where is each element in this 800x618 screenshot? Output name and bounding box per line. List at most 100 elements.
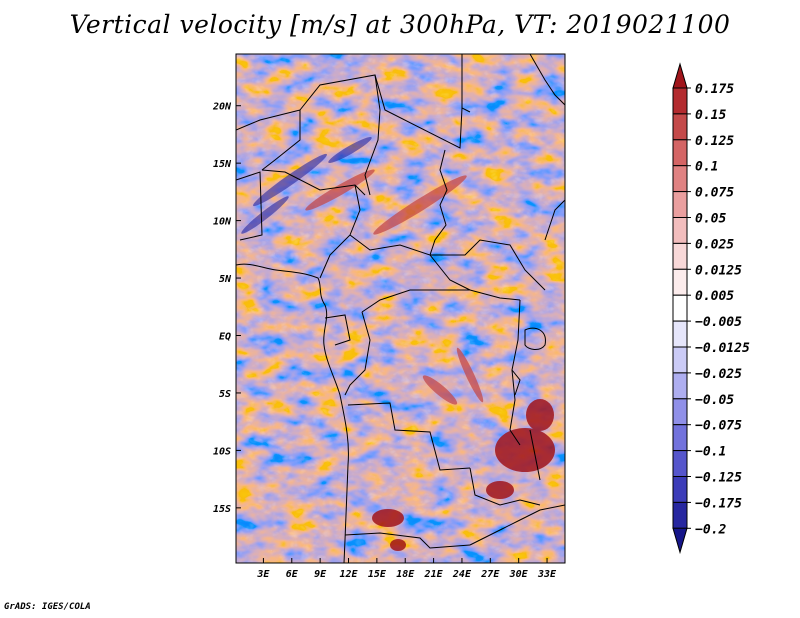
east-african-lakes bbox=[509, 299, 521, 446]
sudan-south-sudan-border bbox=[430, 239, 546, 291]
colorbar-level-label: −0.0125 bbox=[695, 341, 750, 356]
colorbar-level-label: −0.005 bbox=[695, 315, 742, 330]
lon-tick-label: 3E bbox=[256, 569, 270, 580]
updraft-streak bbox=[373, 175, 467, 235]
lat-tick-label: 5S bbox=[219, 389, 231, 400]
downdraft-streak bbox=[253, 153, 327, 207]
lat-tick-label: 10S bbox=[213, 446, 231, 457]
colorbar-swatch bbox=[672, 476, 688, 503]
colorbar-swatch bbox=[672, 346, 688, 374]
colorbar-swatch bbox=[672, 294, 688, 322]
gabon-border bbox=[324, 314, 351, 346]
updraft-features bbox=[305, 169, 484, 405]
mali-niger-border bbox=[236, 109, 301, 171]
zambia-zimbabwe-border bbox=[469, 504, 565, 546]
colorbar-level-label: 0.175 bbox=[695, 82, 734, 97]
lon-tick-label: 6E bbox=[286, 569, 299, 580]
lon-tick-label: 15E bbox=[368, 569, 387, 580]
angola-namibia-border bbox=[344, 532, 471, 549]
lon-tick-label: 9E bbox=[314, 569, 327, 580]
lat-tick-label: 20N bbox=[212, 102, 232, 113]
congo-drc-border bbox=[344, 311, 371, 396]
colorbar-swatch bbox=[672, 113, 688, 141]
colorbar-level-label: −0.025 bbox=[695, 367, 742, 382]
convective-core bbox=[526, 399, 554, 431]
colorbar-level-label: 0.15 bbox=[695, 108, 726, 123]
colorbar-level-label: −0.075 bbox=[695, 419, 742, 434]
colorbar-swatch bbox=[672, 450, 688, 478]
downdraft-streak bbox=[328, 137, 372, 163]
lake-tanganyika bbox=[511, 369, 521, 396]
latitude-axis: 20N 15N 10N 5N EQ 5S 10S 15S bbox=[212, 102, 241, 515]
colorbar-swatch bbox=[672, 165, 688, 193]
colorbar-level-label: −0.1 bbox=[695, 445, 726, 460]
colorbar-level-label: 0.0125 bbox=[695, 263, 742, 278]
convective-core bbox=[372, 509, 404, 527]
grads-credit: GrADS: IGES/COLA bbox=[4, 602, 91, 612]
map-plot-area bbox=[236, 54, 565, 563]
drc-angola-border bbox=[347, 402, 471, 471]
colorbar-level-label: 0.1 bbox=[695, 160, 718, 175]
colorbar: 0.175 0.15 0.125 0.1 0.075 0.05 0.025 0.0125 0.0… bbox=[672, 62, 750, 555]
colorbar-swatch bbox=[672, 217, 688, 244]
colorbar-swatch bbox=[672, 242, 688, 270]
niger-chad-border bbox=[299, 74, 381, 196]
colorbar-swatch bbox=[672, 398, 688, 426]
lat-tick-label: 5N bbox=[219, 274, 232, 285]
colorbar-level-label: 0.05 bbox=[695, 212, 726, 227]
lat-tick-label: 15S bbox=[213, 504, 231, 515]
colorbar-swatch bbox=[672, 424, 688, 452]
colorbar-swatch bbox=[672, 372, 688, 400]
lon-tick-label: 30E bbox=[509, 569, 529, 580]
west-africa-coastline bbox=[236, 263, 349, 563]
libya-chad-border bbox=[374, 74, 463, 149]
colorbar-swatch bbox=[672, 268, 688, 296]
colorbar-swatch bbox=[672, 320, 688, 348]
lon-tick-label: 27E bbox=[480, 569, 500, 580]
colorbar-level-label: −0.05 bbox=[695, 393, 734, 408]
downdraft-features bbox=[241, 137, 372, 234]
lon-tick-label: 24E bbox=[452, 569, 472, 580]
lon-tick-label: 12E bbox=[339, 569, 358, 580]
updraft-streak bbox=[422, 375, 458, 405]
lat-tick-label: 10N bbox=[213, 217, 232, 228]
convective-core bbox=[486, 481, 514, 499]
colorbar-level-label: 0.125 bbox=[695, 134, 734, 149]
colorbar-swatch bbox=[672, 191, 688, 219]
zambia-border bbox=[469, 467, 541, 506]
lake-victoria bbox=[524, 327, 546, 350]
convective-core bbox=[390, 539, 406, 551]
lake-malawi bbox=[529, 429, 541, 481]
colorbar-top-arrow bbox=[672, 62, 688, 89]
colorbar-level-label: −0.175 bbox=[695, 496, 742, 511]
colorbar-level-label: 0.005 bbox=[695, 289, 734, 304]
colorbar-level-label: 0.075 bbox=[695, 186, 734, 201]
political-borders bbox=[236, 54, 565, 563]
downdraft-streak bbox=[241, 196, 289, 234]
drc-north-border bbox=[361, 289, 521, 313]
red-sea-coast bbox=[529, 54, 565, 106]
colorbar-level-label: 0.025 bbox=[695, 237, 734, 252]
lat-tick-label: 15N bbox=[213, 159, 232, 170]
chart-title: Vertical velocity [m/s] at 300hPa, VT: 2… bbox=[69, 10, 731, 39]
convective-cores bbox=[372, 399, 555, 551]
lon-tick-label: 18E bbox=[396, 569, 415, 580]
velocity-field-fine-texture bbox=[236, 54, 565, 563]
colorbar-bottom-arrow bbox=[672, 527, 688, 555]
convective-core bbox=[495, 428, 555, 472]
colorbar-level-label: −0.125 bbox=[695, 471, 742, 486]
longitude-axis: 3E 6E 9E 12E 15E 18E 21E 24E 27E 30E 33E bbox=[256, 558, 557, 580]
lat-tick-label: EQ bbox=[219, 332, 231, 343]
map-frame bbox=[235, 53, 566, 564]
nigeria-niger-border bbox=[261, 169, 366, 196]
colorbar-swatch bbox=[672, 501, 688, 529]
updraft-streak bbox=[305, 169, 375, 211]
lon-tick-label: 21E bbox=[424, 569, 444, 580]
updraft-streak bbox=[456, 347, 484, 403]
chad-sudan-border bbox=[429, 149, 448, 256]
colorbar-swatch bbox=[672, 87, 688, 115]
upper-coastline bbox=[236, 171, 263, 241]
ethiopia-sudan-border bbox=[544, 199, 565, 241]
car-border bbox=[349, 234, 471, 291]
